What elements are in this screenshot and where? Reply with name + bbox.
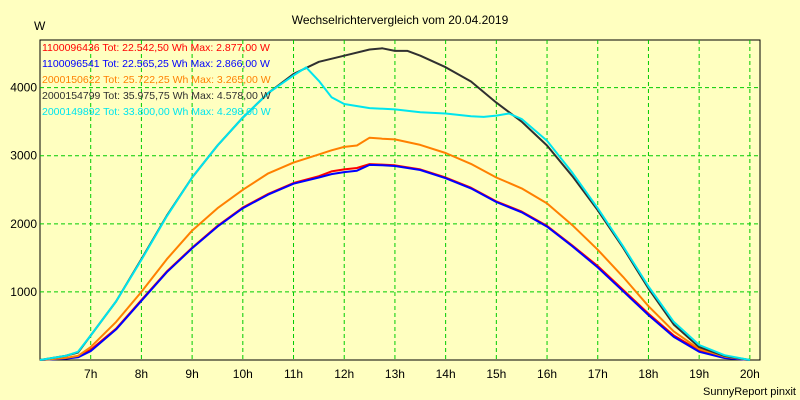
x-tick-label: 13h	[385, 367, 405, 381]
legend: 1100096436 Tot: 22.542,50 Wh Max: 2.877,…	[42, 42, 271, 118]
x-tick-label: 20h	[740, 367, 760, 381]
legend-entry-1100096436: 1100096436 Tot: 22.542,50 Wh Max: 2.877,…	[42, 42, 270, 54]
x-tick-label: 9h	[185, 367, 198, 381]
x-tick-label: 7h	[84, 367, 97, 381]
y-tick-label: 1000	[10, 285, 37, 299]
series-line-2000150622	[39, 136, 751, 361]
y-tick-label: 3000	[10, 149, 37, 163]
plot-frame	[39, 39, 761, 361]
x-tick-label: 17h	[588, 367, 608, 381]
y-tick-label: 4000	[10, 81, 37, 95]
x-tick-label: 11h	[284, 367, 303, 381]
y-axis-unit: W	[34, 19, 46, 33]
y-tick-label: 2000	[10, 217, 37, 231]
footer-credit: SunnyReport pinxit	[703, 386, 796, 398]
series-line-1100096541	[39, 163, 750, 361]
legend-entry-2000150622: 2000150622 Tot: 25.722,25 Wh Max: 3.265,…	[42, 74, 271, 86]
axis-labels: 7h 8h 9h 10h 11h 12h 13h 14h 15h 16h 17h 18h 19h 20h 1…	[10, 81, 760, 381]
x-tick-label: 16h	[537, 367, 557, 381]
legend-entry-2000154799: 2000154799 Tot: 35.975,75 Wh Max: 4.578,…	[42, 90, 271, 102]
legend-entry-2000149892: 2000149892 Tot: 33.800,00 Wh Max: 4.298,…	[42, 106, 271, 118]
grid	[40, 40, 760, 360]
legend-entry-1100096541: 1100096541 Tot: 22.565,25 Wh Max: 2.866,…	[42, 58, 270, 70]
x-tick-label: 8h	[135, 367, 148, 381]
x-tick-label: 18h	[638, 367, 658, 381]
x-tick-label: 14h	[436, 367, 456, 381]
x-tick-label: 10h	[233, 367, 253, 381]
x-tick-label: 19h	[689, 367, 709, 381]
x-tick-label: 12h	[334, 367, 354, 381]
series-line-2000149892	[39, 66, 751, 361]
x-tick-label: 15h	[486, 367, 506, 381]
series-lines	[39, 47, 751, 361]
chart-title: Wechselrichtervergleich vom 20.04.2019	[292, 13, 509, 27]
